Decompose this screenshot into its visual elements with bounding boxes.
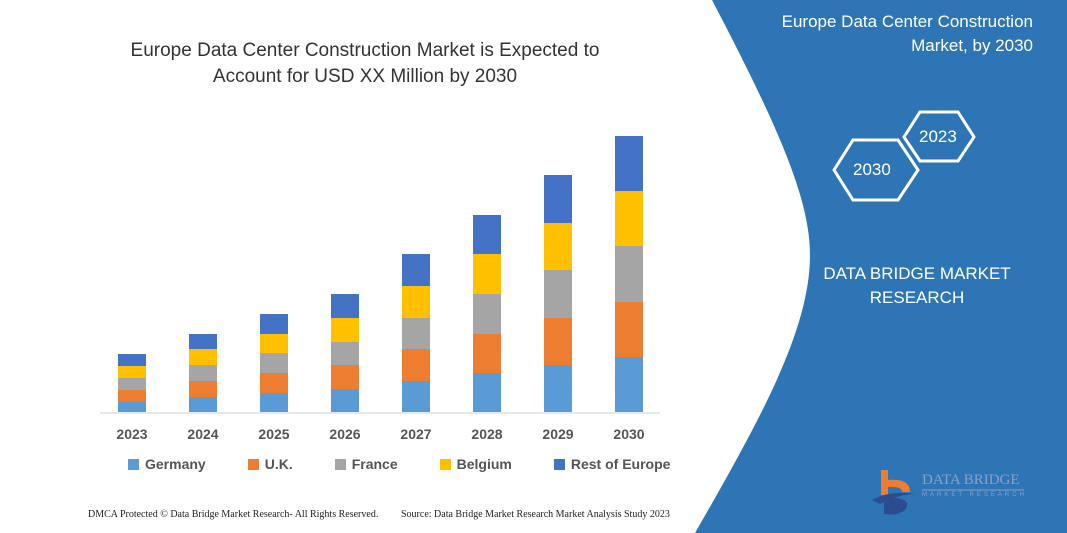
brand-text: DATA BRIDGE MARKET RESEARCH <box>823 264 1011 307</box>
bar-2024-belgium <box>189 349 217 365</box>
chart-title: Europe Data Center Construction Market i… <box>130 40 600 87</box>
bar-2028-germany <box>473 373 501 412</box>
legend-swatch <box>439 458 451 470</box>
bar-2027-belgium <box>402 286 430 318</box>
x-tick-label: 2024 <box>187 426 218 442</box>
logo-icon <box>872 470 1024 515</box>
x-tick-label: 2027 <box>400 426 431 442</box>
legend-item: Germany <box>128 456 206 472</box>
bar-2026-rest-of-europe <box>331 294 359 318</box>
legend-label: Germany <box>145 456 206 472</box>
bar-2024-rest-of-europe <box>189 334 217 349</box>
bar-2027-france <box>402 318 430 349</box>
bar-2030-germany <box>615 357 643 412</box>
bar-2029-belgium <box>544 223 572 270</box>
bar-2024-france <box>189 365 217 381</box>
hexagon-2023 <box>902 110 976 163</box>
logo-subtext: MARKET RESEARCH <box>922 492 1027 498</box>
bar-2028-rest-of-europe <box>473 215 501 254</box>
legend-item: U.K. <box>247 456 293 472</box>
side-panel <box>695 0 1067 533</box>
footer-source: Source: Data Bridge Market Research Mark… <box>401 509 670 520</box>
x-tick-label: 2026 <box>329 426 360 442</box>
bar-2026-france <box>331 342 359 365</box>
bar-2024-u-k- <box>189 381 217 397</box>
bar-2025-france <box>260 353 288 373</box>
bar-2029-rest-of-europe <box>544 175 572 223</box>
bar-2028-u-k- <box>473 334 501 373</box>
footer-copyright: DMCA Protected © Data Bridge Market Rese… <box>88 509 379 520</box>
x-tick-label: 2028 <box>471 426 502 442</box>
legend-label: Rest of Europe <box>570 456 671 472</box>
x-tick-label: 2030 <box>613 426 644 442</box>
bar-2030-france <box>615 246 643 302</box>
bar-2023-belgium <box>118 366 146 378</box>
x-tick-label: 2025 <box>258 426 289 442</box>
bar-2023-germany <box>118 402 146 412</box>
bar-2030-belgium <box>615 191 643 246</box>
legend-item: France <box>334 456 398 472</box>
bar-2029-germany <box>544 365 572 412</box>
bar-2025-germany <box>260 393 288 412</box>
bar-2026-u-k- <box>331 365 359 389</box>
legend-swatch <box>247 458 259 470</box>
legend-swatch <box>553 458 565 470</box>
bar-2030-u-k- <box>615 302 643 357</box>
legend-item: Rest of Europe <box>553 456 671 472</box>
x-tick-label: 2029 <box>542 426 573 442</box>
legend-label: France <box>351 456 398 472</box>
bar-2023-france <box>118 378 146 390</box>
hexagon-2030 <box>832 138 920 202</box>
legend-item: Belgium <box>439 456 512 472</box>
bar-2026-germany <box>331 389 359 412</box>
bar-2023-u-k- <box>118 390 146 402</box>
bar-2025-belgium <box>260 334 288 353</box>
hex-label-2023: 2023 <box>919 127 957 146</box>
bar-2025-u-k- <box>260 373 288 393</box>
legend-label: Belgium <box>456 456 512 472</box>
bar-2027-u-k- <box>402 349 430 381</box>
legend-swatch <box>128 458 139 470</box>
side-panel-title: Europe Data Center Construction Market, … <box>781 12 1033 55</box>
bar-2029-france <box>544 270 572 318</box>
legend-label: U.K. <box>264 456 293 472</box>
legend: Germany U.K. France Belgium Rest of Europe <box>128 456 712 472</box>
x-tick-label: 2023 <box>116 426 147 442</box>
bar-2027-germany <box>402 381 430 412</box>
bar-2030-rest-of-europe <box>615 136 643 191</box>
bar-2024-germany <box>189 397 217 412</box>
bar-2027-rest-of-europe <box>402 254 430 286</box>
hex-label-2030: 2030 <box>853 160 891 179</box>
bar-2028-belgium <box>473 254 501 294</box>
bar-2023-rest-of-europe <box>118 354 146 366</box>
bar-2026-belgium <box>331 318 359 342</box>
bar-2029-u-k- <box>544 318 572 365</box>
logo-text: DATA BRIDGE <box>922 472 1020 488</box>
bar-2025-rest-of-europe <box>260 314 288 334</box>
legend-swatch <box>334 458 346 470</box>
bar-2028-france <box>473 294 501 334</box>
